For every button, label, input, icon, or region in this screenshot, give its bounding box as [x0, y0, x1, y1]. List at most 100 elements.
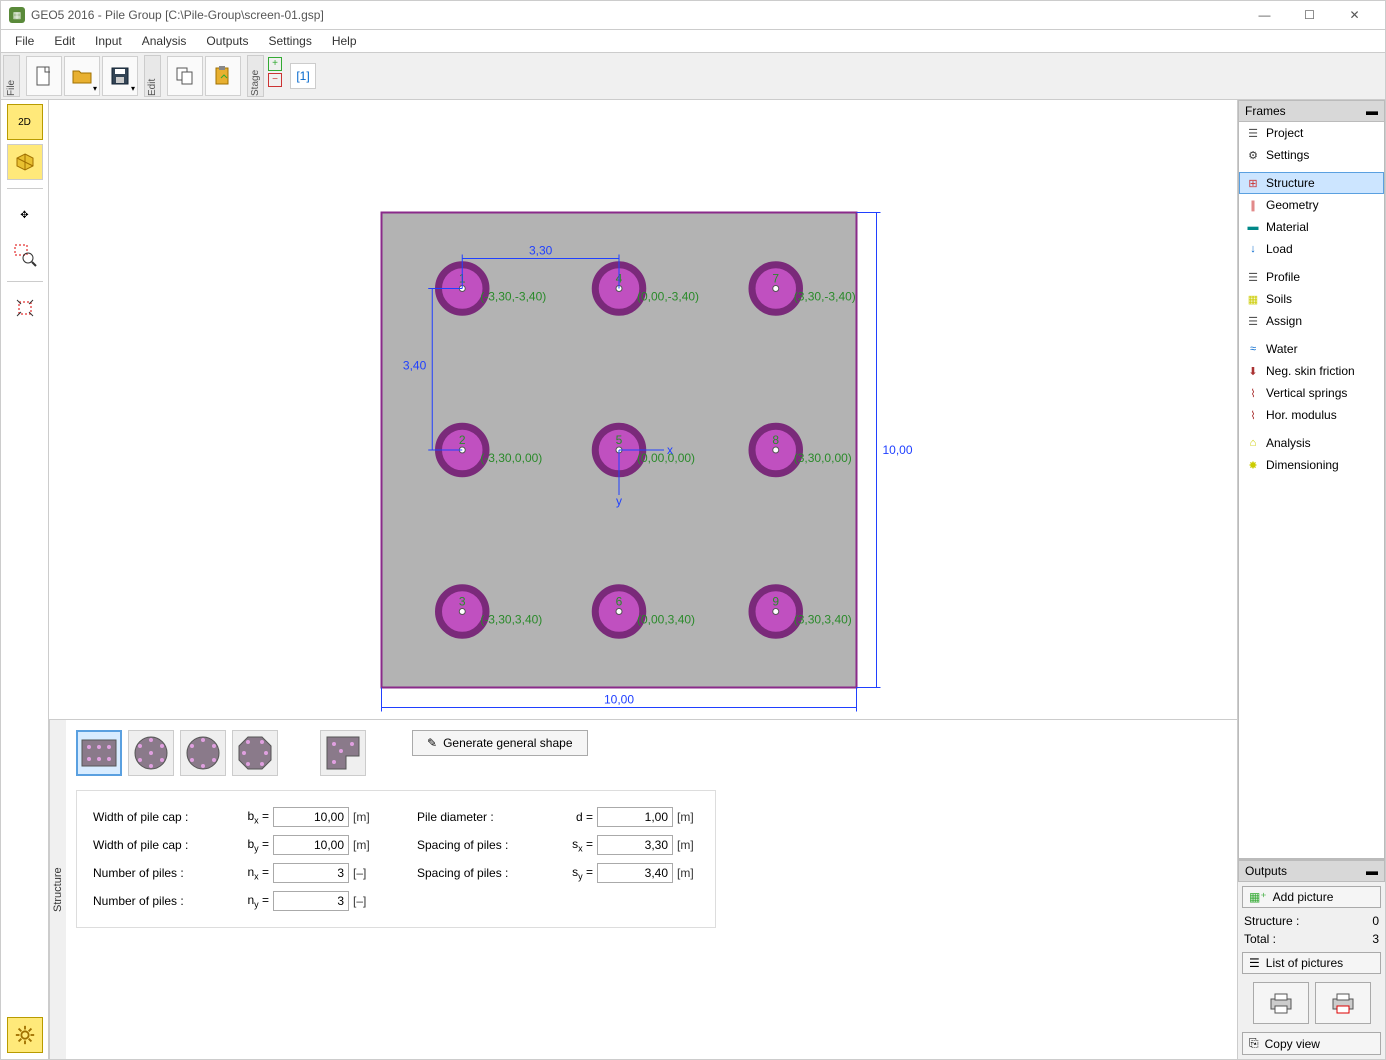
frame-icon: ▦ [1246, 292, 1260, 306]
frame-icon: ⌇ [1246, 386, 1260, 400]
svg-text:x: x [667, 443, 673, 457]
param-bx-input[interactable] [273, 807, 349, 827]
frame-icon: ✸ [1246, 458, 1260, 472]
new-file-button[interactable] [26, 56, 62, 96]
param-ny-input[interactable] [273, 891, 349, 911]
wand-icon: ✎ [427, 736, 437, 750]
maximize-button[interactable]: ☐ [1287, 1, 1332, 29]
open-file-button[interactable]: ▾ [64, 56, 100, 96]
param-sx-label: Spacing of piles : [417, 838, 547, 852]
canvas-viewport[interactable]: 1(-3,30,-3,40)4(0,00,-3,40)7(3,30,-3,40)… [49, 100, 1237, 719]
toolbar: File ▾ ▾ Edit Stage + − [1] [0, 52, 1386, 100]
svg-text:10,00: 10,00 [883, 443, 913, 457]
menu-bar: File Edit Input Analysis Outputs Setting… [0, 30, 1386, 52]
param-bx-label: Width of pile cap : [93, 810, 223, 824]
collapse-icon[interactable]: ▬ [1366, 864, 1378, 878]
frame-item-dimensioning[interactable]: ✸Dimensioning [1239, 454, 1384, 476]
menu-settings[interactable]: Settings [258, 32, 321, 50]
paste-button[interactable] [205, 56, 241, 96]
toolbar-group-file-label: File [3, 55, 20, 97]
frame-item-water[interactable]: ≈Water [1239, 338, 1384, 360]
copy-icon: ⎘ [1249, 1036, 1259, 1051]
view-3d-button[interactable] [7, 144, 43, 180]
svg-text:10,00: 10,00 [604, 693, 634, 707]
menu-edit[interactable]: Edit [44, 32, 85, 50]
shape-rect-grid-button[interactable] [76, 730, 122, 776]
collapse-icon[interactable]: ▬ [1366, 104, 1378, 118]
frame-icon: ⚙ [1246, 148, 1260, 162]
save-file-button[interactable]: ▾ [102, 56, 138, 96]
frame-icon: ⊞ [1246, 176, 1260, 190]
add-stage-button[interactable]: + [268, 57, 282, 71]
stage-tab-1[interactable]: [1] [290, 63, 316, 89]
list-icon: ☰ [1249, 956, 1260, 970]
view-2d-button[interactable]: 2D [7, 104, 43, 140]
menu-help[interactable]: Help [322, 32, 367, 50]
right-panel: Frames ▬ ☰Project⚙Settings ⊞Structure∥Geo… [1237, 100, 1385, 1059]
outputs-header: Outputs ▬ [1238, 860, 1385, 882]
add-picture-button[interactable]: ▦⁺Add picture [1242, 886, 1381, 908]
settings-gear-button[interactable] [7, 1017, 43, 1053]
svg-text:y: y [616, 494, 622, 508]
remove-stage-button[interactable]: − [268, 73, 282, 87]
svg-text:3: 3 [459, 595, 466, 609]
shape-general-button[interactable] [320, 730, 366, 776]
window-title: GEO5 2016 - Pile Group [C:\Pile-Group\sc… [31, 8, 1242, 22]
frame-icon: ⌇ [1246, 408, 1260, 422]
zoom-window-button[interactable] [7, 237, 43, 273]
close-button[interactable]: ✕ [1332, 1, 1377, 29]
svg-text:(-3,30,3,40): (-3,30,3,40) [480, 613, 542, 627]
svg-text:8: 8 [772, 433, 779, 447]
frames-header: Frames ▬ [1238, 100, 1385, 122]
frame-item-structure[interactable]: ⊞Structure [1239, 172, 1384, 194]
shape-circle2-button[interactable] [180, 730, 226, 776]
print-color-button[interactable] [1315, 982, 1371, 1024]
copy-button[interactable] [167, 56, 203, 96]
shape-octagon-button[interactable] [232, 730, 278, 776]
param-by-input[interactable] [273, 835, 349, 855]
print-button[interactable] [1253, 982, 1309, 1024]
list-pictures-button[interactable]: ☰List of pictures [1242, 952, 1381, 974]
frame-item-assign[interactable]: ☰Assign [1239, 310, 1384, 332]
frame-item-project[interactable]: ☰Project [1239, 122, 1384, 144]
minimize-button[interactable]: — [1242, 1, 1287, 29]
generate-shape-button[interactable]: ✎Generate general shape [412, 730, 588, 756]
frame-item-profile[interactable]: ☰Profile [1239, 266, 1384, 288]
param-ny-label: Number of piles : [93, 894, 223, 908]
zoom-extents-button[interactable] [7, 290, 43, 326]
frame-icon: ▬ [1246, 220, 1260, 234]
copy-view-button[interactable]: ⎘Copy view [1242, 1032, 1381, 1055]
frame-item-settings[interactable]: ⚙Settings [1239, 144, 1384, 166]
shape-circle-button[interactable] [128, 730, 174, 776]
param-nx-input[interactable] [273, 863, 349, 883]
param-sx-input[interactable] [597, 835, 673, 855]
frame-icon: ⬇ [1246, 364, 1260, 378]
frame-item-soils[interactable]: ▦Soils [1239, 288, 1384, 310]
svg-text:5: 5 [616, 433, 623, 447]
menu-file[interactable]: File [5, 32, 44, 50]
menu-analysis[interactable]: Analysis [132, 32, 197, 50]
frame-icon: ∥ [1246, 198, 1260, 212]
svg-text:(3,30,3,40): (3,30,3,40) [794, 613, 852, 627]
param-d-input[interactable] [597, 807, 673, 827]
frame-item-neg--skin-friction[interactable]: ⬇Neg. skin friction [1239, 360, 1384, 382]
frame-item-vertical-springs[interactable]: ⌇Vertical springs [1239, 382, 1384, 404]
frame-item-analysis[interactable]: ⌂Analysis [1239, 432, 1384, 454]
frame-item-geometry[interactable]: ∥Geometry [1239, 194, 1384, 216]
menu-outputs[interactable]: Outputs [196, 32, 258, 50]
svg-text:(-3,30,0,00): (-3,30,0,00) [480, 451, 542, 465]
param-sy-input[interactable] [597, 863, 673, 883]
pan-button[interactable]: ✥ [7, 197, 43, 233]
frames-list: ☰Project⚙Settings ⊞Structure∥Geometry▬Mat… [1238, 122, 1385, 859]
menu-input[interactable]: Input [85, 32, 132, 50]
frame-icon: ≈ [1246, 342, 1260, 356]
title-bar: ▦ GEO5 2016 - Pile Group [C:\Pile-Group\… [0, 0, 1386, 30]
frame-item-load[interactable]: ↓Load [1239, 238, 1384, 260]
svg-text:3,30: 3,30 [529, 244, 553, 258]
svg-text:2: 2 [459, 433, 466, 447]
param-by-label: Width of pile cap : [93, 838, 223, 852]
frame-item-hor--modulus[interactable]: ⌇Hor. modulus [1239, 404, 1384, 426]
svg-text:(3,30,-3,40): (3,30,-3,40) [794, 290, 856, 304]
param-d-label: Pile diameter : [417, 810, 547, 824]
frame-item-material[interactable]: ▬Material [1239, 216, 1384, 238]
